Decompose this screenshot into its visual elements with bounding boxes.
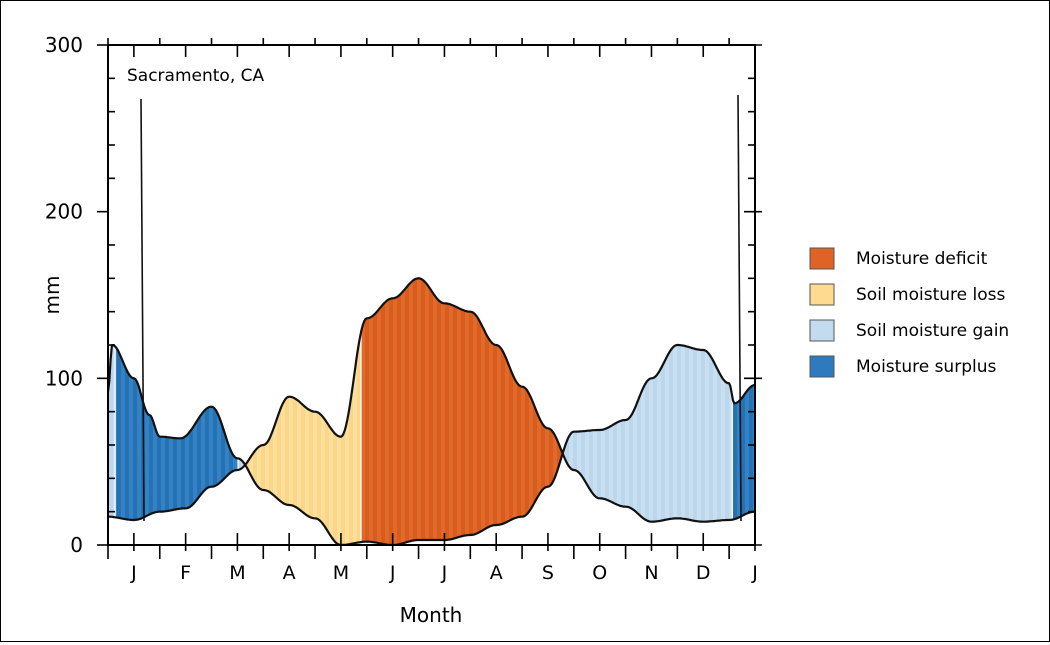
legend-label: Soil moisture gain xyxy=(856,321,1009,341)
legend-label: Soil moisture loss xyxy=(856,285,1005,305)
x-axis-label: Month xyxy=(400,603,463,627)
x-tick-label: F xyxy=(180,562,191,584)
x-tick-label: A xyxy=(490,562,503,584)
soil-moisture-loss-area xyxy=(245,335,361,545)
evapotranspiration-line xyxy=(108,277,755,523)
precipitation-line xyxy=(108,343,755,545)
x-tick-label: M xyxy=(229,562,245,584)
y-tick-label: 0 xyxy=(70,533,83,557)
x-tick-label: J xyxy=(751,562,758,584)
x-tick-label: S xyxy=(542,562,554,584)
axis-ticks xyxy=(97,38,762,559)
legend-swatch xyxy=(809,355,835,378)
plot-area xyxy=(107,44,756,546)
legend-label: Moisture surplus xyxy=(856,357,996,377)
x-tick-label: M xyxy=(333,562,349,584)
legend-swatch xyxy=(809,283,835,306)
x-tick-label: J xyxy=(389,562,396,584)
y-tick-label: 200 xyxy=(45,200,83,224)
x-tick-label: J xyxy=(130,562,137,584)
chart-annotation: Sacramento, CA xyxy=(127,66,264,86)
legend: Moisture deficit Soil moisture loss Soil m… xyxy=(809,247,1009,378)
y-tick-label: 300 xyxy=(45,33,83,57)
soil-moisture-gain-area xyxy=(108,345,732,522)
x-tick-label: D xyxy=(696,562,711,584)
legend-swatch xyxy=(809,319,835,342)
y-axis-label: mm xyxy=(40,276,64,315)
x-tick-label: N xyxy=(644,562,658,584)
y-tick-label: 100 xyxy=(45,366,83,390)
y-tick-labels: 0 100 200 300 xyxy=(45,33,83,557)
legend-label: Moisture deficit xyxy=(856,249,988,269)
legend-swatch xyxy=(809,247,835,270)
surplus-boundary-left xyxy=(140,98,145,522)
surplus-boundary-right xyxy=(737,94,742,522)
moisture-surplus-area xyxy=(115,347,755,520)
x-tick-label: J xyxy=(441,562,448,584)
moisture-deficit-area xyxy=(361,278,563,545)
x-tick-label: O xyxy=(592,562,607,584)
x-tick-label: A xyxy=(283,562,296,584)
